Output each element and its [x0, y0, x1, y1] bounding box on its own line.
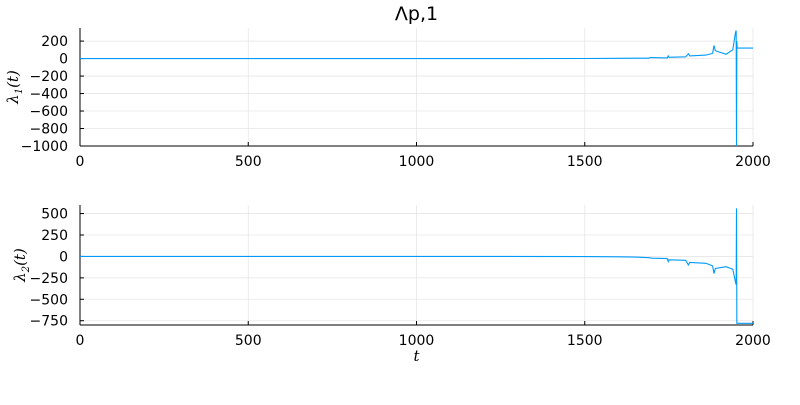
chart-title: Λp,1: [395, 3, 438, 25]
x-tick-label: 1500: [567, 154, 603, 170]
y-tick-label: 200: [41, 34, 68, 50]
x-tick-label: 1000: [399, 333, 435, 349]
x-tick-label: 0: [76, 333, 85, 349]
y-axis-label-symbol: λ: [11, 272, 29, 283]
y-tick-label: −800: [30, 122, 68, 138]
y-tick-label: −750: [30, 314, 68, 330]
x-axis-label: t: [413, 347, 420, 365]
y-tick-label: 250: [41, 228, 68, 244]
x-tick-label: 1500: [567, 333, 603, 349]
y-tick-label: −200: [30, 69, 68, 85]
x-tick-label: 500: [235, 333, 262, 349]
y-tick-label: −1000: [21, 139, 68, 155]
y-tick-label: −600: [30, 104, 68, 120]
y-tick-label: −400: [30, 87, 68, 103]
y-axis-label-symbol: λ: [4, 94, 22, 105]
y-axis-label: λ1(t): [4, 70, 25, 105]
x-tick-label: 500: [235, 154, 262, 170]
series-line: [80, 30, 753, 147]
y-axis-label-subscript: 1: [14, 88, 25, 94]
x-tick-label: 2000: [735, 154, 771, 170]
x-tick-label: 2000: [735, 333, 771, 349]
chart-panel-2: 0 500 1000 1500 2000 500 250 0 −250 −500 −750 λ2(t)…: [11, 205, 771, 365]
y-axis-label-argument: (t): [11, 248, 29, 266]
y-tick-label: 0: [59, 52, 68, 68]
x-tick-label: 0: [76, 154, 85, 170]
chart-panel-1: 0 500 1000 1500 20002000−200−400−600−800−100…: [4, 3, 771, 170]
y-tick-label: 0: [59, 249, 68, 265]
y-axis-label: λ2(t): [11, 248, 32, 283]
y-axis-label-argument: (t): [4, 70, 22, 88]
y-axis-label-subscript: 2: [21, 266, 32, 273]
y-tick-label: −500: [30, 292, 68, 308]
series-line: [80, 208, 753, 324]
y-tick-label: −250: [30, 271, 68, 287]
y-tick-label: 500: [41, 207, 68, 223]
x-tick-label: 1000: [399, 154, 435, 170]
